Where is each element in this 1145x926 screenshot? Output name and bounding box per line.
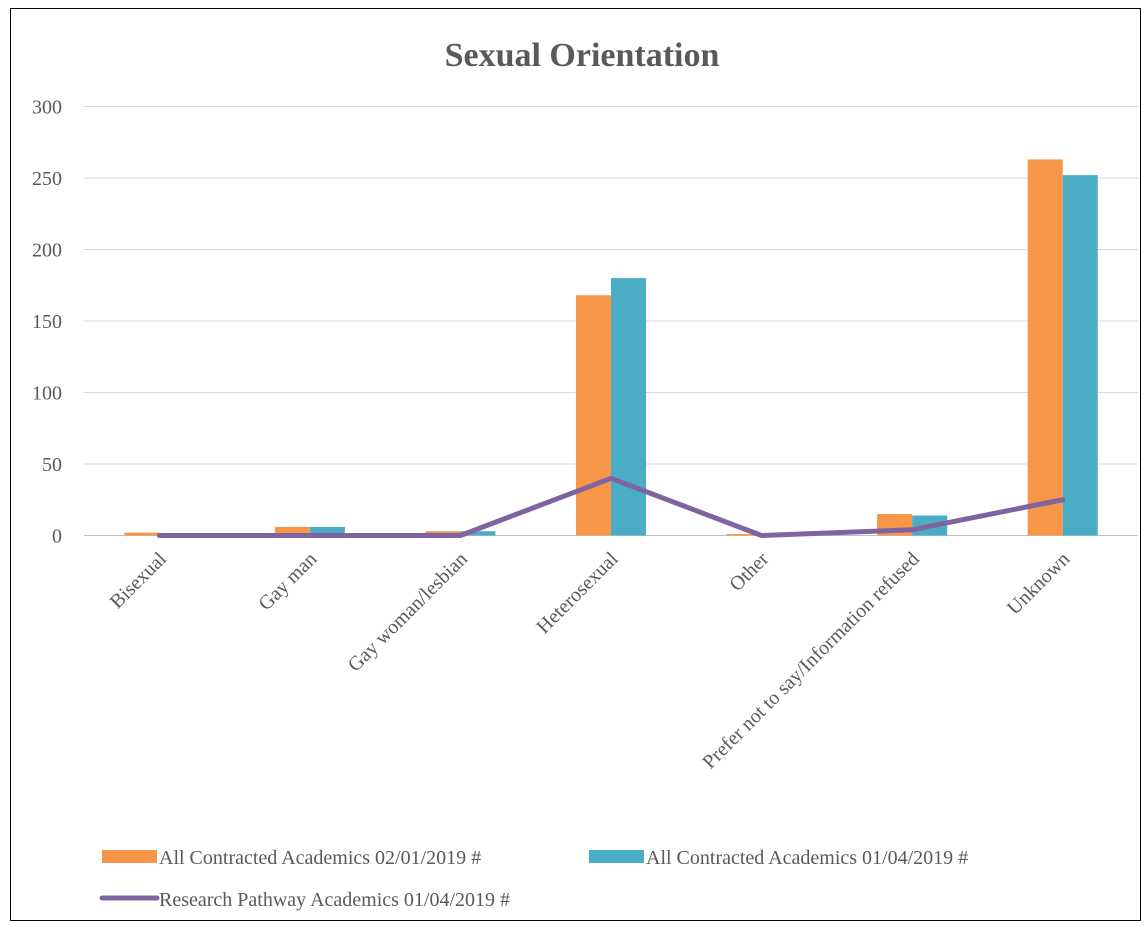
y-tick-label: 100 (32, 383, 62, 405)
y-tick-label: 0 (52, 526, 62, 548)
y-axis-tick-labels: 0 50 100 150 200 250 300 (32, 97, 62, 548)
bar-all-contracted-academics-02-01-2019-other (726, 534, 762, 536)
legend-label: All Contracted Academics 01/04/2019 # (646, 847, 968, 869)
bar-all-contracted-academics-02-01-2019-heterosexual (576, 295, 611, 536)
bar-all-contracted-academics-02-01-2019-bisexual (124, 532, 160, 536)
chart-title: Sexual Orientation (445, 37, 720, 74)
y-tick-label: 200 (32, 240, 62, 262)
y-tick-label: 300 (32, 97, 62, 119)
bar-all-contracted-academics-01-04-2019-gay-woman-lesbian (460, 531, 496, 536)
bar-all-contracted-academics-01-04-2019-gay-man (309, 526, 345, 536)
bar-all-contracted-academics-02-01-2019-gay-man (274, 526, 310, 536)
bar-all-contracted-academics-01-04-2019-heterosexual (611, 278, 646, 536)
y-tick-label: 50 (42, 454, 62, 476)
legend-label: All Contracted Academics 02/01/2019 # (159, 847, 481, 869)
legend: All Contracted Academics 02/01/2019 # All… (99, 847, 968, 911)
bar-all-contracted-academics-01-04-2019-unknown (1062, 175, 1098, 536)
legend-swatch (589, 850, 644, 863)
line-series (156, 475, 1066, 538)
bar-all-contracted-academics-02-01-2019-unknown (1027, 159, 1063, 536)
legend-swatch (102, 850, 157, 863)
legend-label: Research Pathway Academics 01/04/2019 # (159, 889, 510, 911)
y-tick-label: 150 (32, 311, 62, 333)
y-tick-label: 250 (32, 168, 62, 190)
bar-series (124, 159, 1098, 536)
line-research-pathway-academics-01-04-2019 (156, 475, 1066, 538)
